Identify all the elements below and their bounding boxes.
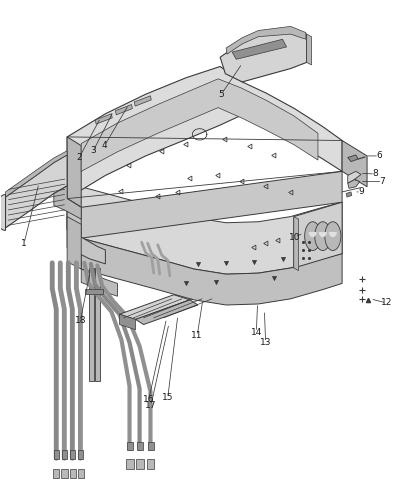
Text: 3: 3 [90,146,96,156]
Polygon shape [294,202,342,268]
Text: 13: 13 [260,338,271,347]
Polygon shape [319,232,327,237]
Polygon shape [348,155,358,162]
Polygon shape [70,450,75,459]
Polygon shape [120,314,136,330]
Polygon shape [54,186,81,219]
Text: 4: 4 [102,141,107,150]
Polygon shape [232,39,286,60]
Polygon shape [135,96,151,106]
Text: 14: 14 [250,328,262,336]
Text: 2: 2 [76,153,82,162]
Polygon shape [346,192,352,197]
Polygon shape [137,459,143,469]
Polygon shape [325,222,341,250]
Polygon shape [294,216,299,270]
Polygon shape [67,187,342,274]
Polygon shape [6,155,67,228]
Polygon shape [137,442,143,450]
Text: 11: 11 [191,332,203,340]
Polygon shape [53,470,59,478]
Polygon shape [95,268,100,381]
Polygon shape [67,216,81,269]
Polygon shape [67,137,81,208]
Text: 10: 10 [289,232,300,241]
Text: 18: 18 [75,316,86,325]
Polygon shape [67,172,342,238]
Text: 17: 17 [145,402,157,410]
Polygon shape [0,194,6,230]
Polygon shape [329,232,337,237]
Polygon shape [54,450,59,459]
Text: 5: 5 [219,90,224,98]
Polygon shape [348,180,360,188]
Text: 16: 16 [143,394,155,404]
Polygon shape [315,222,331,250]
Polygon shape [95,114,112,124]
Text: 1: 1 [21,239,27,248]
Polygon shape [61,470,67,478]
Polygon shape [81,269,118,296]
Polygon shape [220,29,307,82]
Polygon shape [148,442,154,450]
Polygon shape [78,470,84,478]
Text: 15: 15 [162,393,174,402]
Polygon shape [67,198,105,264]
Polygon shape [69,470,76,478]
Polygon shape [6,151,67,197]
Polygon shape [226,26,306,54]
Text: 6: 6 [376,152,382,160]
Polygon shape [342,140,367,187]
Polygon shape [81,238,342,305]
Polygon shape [62,450,67,459]
Polygon shape [120,294,190,320]
Polygon shape [116,104,133,115]
Polygon shape [67,66,342,198]
Text: 12: 12 [381,298,392,308]
Polygon shape [126,459,134,469]
Polygon shape [127,442,133,450]
Polygon shape [78,450,83,459]
Polygon shape [309,232,317,237]
Polygon shape [348,172,361,183]
Text: 9: 9 [358,188,364,196]
Text: 7: 7 [379,177,385,186]
Polygon shape [136,300,198,324]
Polygon shape [307,34,311,65]
Text: 8: 8 [372,170,378,178]
Polygon shape [81,79,318,172]
Polygon shape [147,459,154,469]
Polygon shape [89,268,94,381]
Polygon shape [305,222,321,250]
Polygon shape [85,288,103,294]
